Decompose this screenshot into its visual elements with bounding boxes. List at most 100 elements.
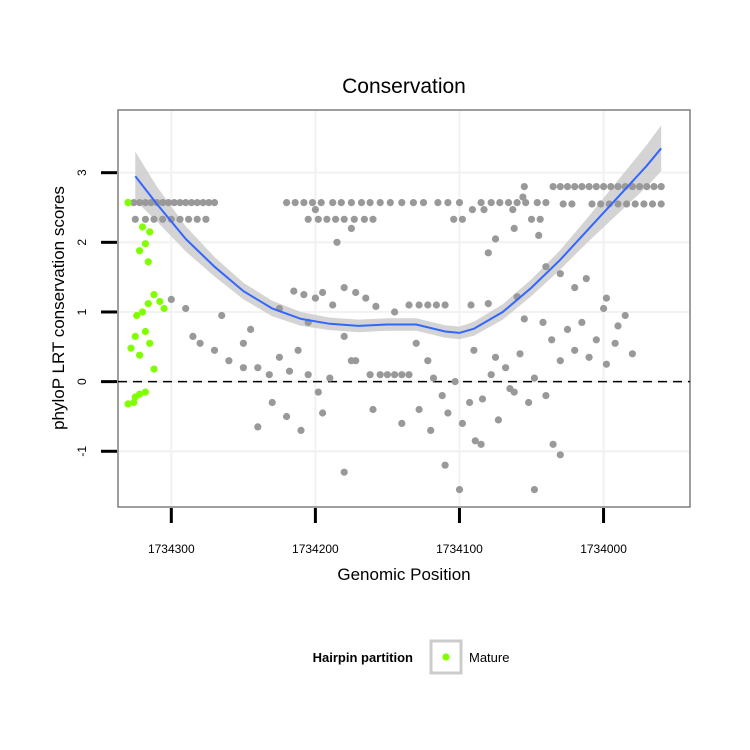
point-38 bbox=[409, 199, 417, 207]
point-127 bbox=[167, 295, 175, 303]
point-92 bbox=[631, 200, 639, 208]
point-202 bbox=[470, 346, 478, 354]
point-95 bbox=[657, 200, 665, 208]
point-172 bbox=[578, 318, 586, 326]
x-axis-ticks: 1734300 1734200 1734100 1734000 bbox=[148, 508, 627, 556]
x-tick-label-3: 1734000 bbox=[580, 542, 627, 556]
y-tick-label-1: 0 bbox=[75, 378, 89, 385]
point-27 bbox=[300, 199, 308, 207]
point-mature-20 bbox=[124, 400, 132, 408]
point-40 bbox=[434, 199, 442, 207]
point-76 bbox=[600, 183, 608, 191]
point-32 bbox=[347, 199, 355, 207]
point-150 bbox=[415, 405, 423, 414]
point-44 bbox=[487, 199, 495, 207]
point-22 bbox=[185, 215, 193, 223]
point-110 bbox=[352, 288, 360, 297]
point-96 bbox=[347, 224, 355, 232]
point-109 bbox=[340, 284, 348, 292]
point-119 bbox=[467, 301, 475, 309]
point-120 bbox=[484, 300, 492, 308]
point-165 bbox=[525, 398, 533, 407]
point-174 bbox=[592, 336, 600, 344]
point-124 bbox=[582, 275, 590, 283]
point-70 bbox=[556, 183, 564, 191]
point-75 bbox=[592, 183, 600, 191]
point-198 bbox=[247, 325, 255, 333]
point-56 bbox=[350, 215, 358, 223]
point-77 bbox=[607, 183, 615, 191]
point-74 bbox=[585, 183, 593, 191]
point-169 bbox=[556, 357, 564, 365]
point-mature-18 bbox=[136, 390, 144, 398]
y-axis-ticks: -1 0 1 2 3 bbox=[75, 169, 117, 457]
point-194 bbox=[530, 486, 539, 494]
point-188 bbox=[441, 461, 449, 469]
point-36 bbox=[386, 199, 394, 207]
point-41 bbox=[444, 199, 452, 207]
point-58 bbox=[369, 215, 377, 223]
point-98 bbox=[491, 235, 500, 243]
point-mature-22 bbox=[133, 311, 141, 320]
point-mature-15 bbox=[136, 351, 144, 359]
point-39 bbox=[419, 199, 428, 207]
point-23 bbox=[193, 215, 201, 223]
confidence-band bbox=[135, 125, 662, 340]
point-185 bbox=[369, 405, 377, 414]
x-axis-title: Genomic Position bbox=[337, 565, 470, 584]
point-192 bbox=[549, 440, 557, 448]
y-axis-title: phyloP LRT conservation scores bbox=[49, 186, 68, 430]
y-tick-label-4: 3 bbox=[75, 169, 89, 176]
point-190 bbox=[506, 385, 514, 393]
point-152 bbox=[429, 374, 438, 382]
point-189 bbox=[477, 440, 485, 448]
point-85 bbox=[559, 200, 567, 208]
point-153 bbox=[438, 392, 446, 400]
point-181 bbox=[283, 412, 291, 421]
point-158 bbox=[471, 437, 479, 445]
point-131 bbox=[210, 346, 219, 354]
point-171 bbox=[571, 346, 579, 354]
point-63 bbox=[311, 206, 319, 214]
smooth-line bbox=[134, 147, 662, 334]
legend-key-mature bbox=[442, 653, 450, 661]
point-196 bbox=[239, 364, 247, 372]
point-195 bbox=[455, 486, 464, 494]
point-3 bbox=[141, 199, 149, 207]
point-50 bbox=[542, 199, 550, 207]
point-83 bbox=[650, 183, 658, 191]
point-mature-19 bbox=[141, 388, 149, 396]
point-117 bbox=[432, 301, 440, 309]
point-12 bbox=[193, 199, 201, 207]
point-19 bbox=[159, 215, 167, 223]
point-97 bbox=[333, 238, 341, 246]
point-60 bbox=[458, 215, 466, 223]
legend-label-mature: Mature bbox=[469, 650, 509, 665]
point-138 bbox=[294, 346, 302, 354]
point-205 bbox=[602, 294, 611, 302]
point-91 bbox=[623, 200, 631, 208]
legend-title: Hairpin partition bbox=[313, 650, 413, 665]
point-24 bbox=[202, 215, 210, 223]
point-182 bbox=[297, 426, 305, 434]
point-178 bbox=[628, 350, 637, 358]
point-29 bbox=[317, 199, 325, 207]
y-tick-label-0: -1 bbox=[75, 446, 89, 457]
point-141 bbox=[326, 374, 334, 382]
point-34 bbox=[366, 199, 374, 207]
point-147 bbox=[391, 371, 399, 379]
point-mature-21 bbox=[130, 398, 138, 407]
point-9 bbox=[176, 199, 184, 207]
point-164 bbox=[516, 350, 524, 358]
point-64 bbox=[468, 206, 476, 214]
point-177 bbox=[621, 311, 629, 320]
point-13 bbox=[199, 199, 207, 207]
point-46 bbox=[504, 199, 513, 207]
point-140 bbox=[314, 388, 322, 396]
point-122 bbox=[556, 270, 564, 278]
point-mature-12 bbox=[141, 327, 149, 336]
point-115 bbox=[415, 301, 423, 309]
point-4 bbox=[147, 199, 155, 207]
point-26 bbox=[291, 199, 299, 207]
